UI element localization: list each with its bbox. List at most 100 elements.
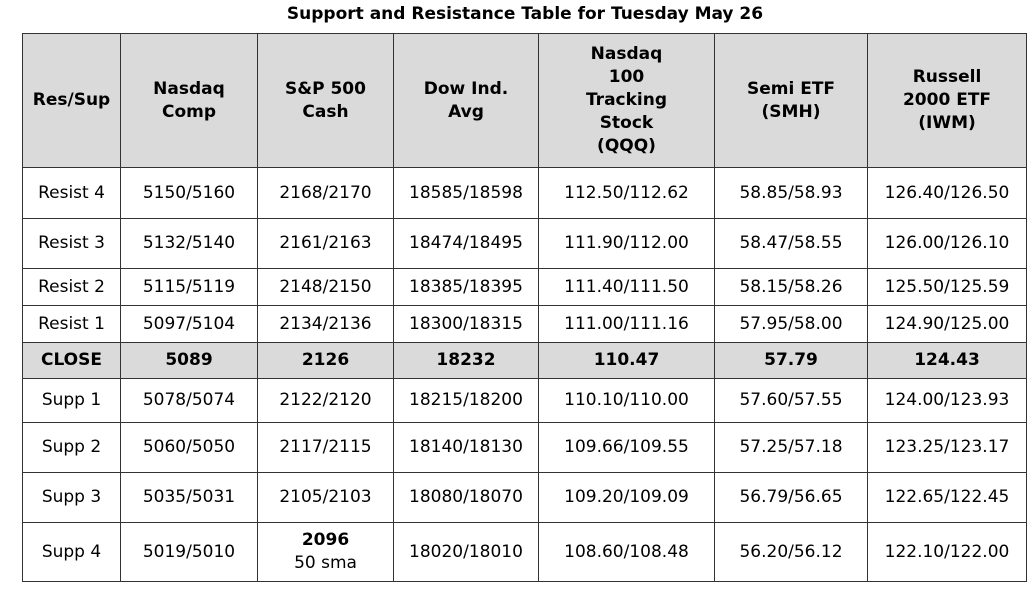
table-title: Support and Resistance Table for Tuesday…	[286, 4, 764, 24]
value-cell-sp500-cash: 2122/2120	[257, 378, 394, 423]
column-header-line: Avg	[448, 101, 484, 122]
value-cell-sp500-cash: 2096 50 sma	[257, 522, 394, 582]
support-resistance-table: Res/Sup Nasdaq Comp S&P 500 Cash Dow Ind. Avg N…	[22, 33, 1027, 582]
value-cell-smh: 57.25/57.18	[714, 422, 868, 473]
header-row: Res/Sup Nasdaq Comp S&P 500 Cash Dow Ind. Avg N…	[22, 33, 1027, 168]
column-header-line: Comp	[161, 101, 217, 122]
value-cell-smh: 58.47/58.55	[714, 218, 868, 269]
row-label: Supp 4	[22, 522, 121, 582]
row-label: Supp 3	[22, 472, 121, 523]
value-cell-dow-ind-avg: 18020/18010	[393, 522, 539, 582]
value-cell-qqq: 111.00/111.16	[538, 305, 715, 343]
value-cell-sp500-cash: 2117/2115	[257, 422, 394, 473]
value-cell-nasdaq-comp: 5115/5119	[120, 268, 258, 306]
value-cell-iwm: 122.10/122.00	[867, 522, 1027, 582]
value-line: 2096	[301, 530, 350, 550]
column-header-line: 2000 ETF	[902, 90, 992, 110]
value-cell-qqq: 112.50/112.62	[538, 167, 715, 219]
column-header-line: Semi ETF	[746, 78, 836, 99]
value-cell-smh: 56.20/56.12	[714, 522, 868, 582]
row-label: Resist 2	[22, 268, 121, 306]
value-cell-qqq: 110.47	[538, 342, 715, 379]
column-header-nasdaq-comp: Nasdaq Comp	[120, 33, 258, 168]
value-cell-nasdaq-comp: 5060/5050	[120, 422, 258, 473]
value-cell-iwm: 125.50/125.59	[867, 268, 1027, 306]
table-row: Resist 4 5150/5160 2168/2170 18585/18598 112…	[22, 167, 1027, 219]
value-cell-sp500-cash: 2161/2163	[257, 218, 394, 269]
value-cell-nasdaq-comp: 5097/5104	[120, 305, 258, 343]
value-cell-qqq: 110.10/110.00	[538, 378, 715, 423]
value-cell-iwm: 124.43	[867, 342, 1027, 379]
value-cell-dow-ind-avg: 18474/18495	[393, 218, 539, 269]
value-cell-dow-ind-avg: 18140/18130	[393, 422, 539, 473]
column-header-iwm: Russell 2000 ETF (IWM)	[867, 33, 1027, 168]
column-header-line: Nasdaq	[153, 78, 225, 99]
column-header-line: S&P 500	[285, 78, 366, 99]
value-cell-sp500-cash: 2126	[257, 342, 394, 379]
value-cell-iwm: 124.90/125.00	[867, 305, 1027, 343]
value-cell-sp500-cash: 2105/2103	[257, 472, 394, 523]
value-cell-dow-ind-avg: 18585/18598	[393, 167, 539, 219]
value-cell-qqq: 109.20/109.09	[538, 472, 715, 523]
value-cell-dow-ind-avg: 18385/18395	[393, 268, 539, 306]
column-header-sp500-cash: S&P 500 Cash	[257, 33, 394, 168]
value-cell-iwm: 123.25/123.17	[867, 422, 1027, 473]
value-cell-smh: 58.85/58.93	[714, 167, 868, 219]
value-cell-nasdaq-comp: 5150/5160	[120, 167, 258, 219]
column-header-line: Nasdaq	[590, 44, 663, 64]
value-cell-iwm: 124.00/123.93	[867, 378, 1027, 423]
value-cell-dow-ind-avg: 18080/18070	[393, 472, 539, 523]
table-row: Supp 3 5035/5031 2105/2103 18080/18070 109.2…	[22, 472, 1027, 523]
column-header-line: Res/Sup	[32, 90, 111, 110]
value-cell-nasdaq-comp: 5078/5074	[120, 378, 258, 423]
value-cell-qqq: 111.40/111.50	[538, 268, 715, 306]
column-header-line: (SMH)	[761, 101, 821, 122]
row-label: CLOSE	[22, 342, 121, 379]
row-label: Resist 1	[22, 305, 121, 343]
row-label: Supp 1	[22, 378, 121, 423]
value-cell-smh: 57.60/57.55	[714, 378, 868, 423]
value-cell-nasdaq-comp: 5019/5010	[120, 522, 258, 582]
column-header-line: Tracking	[585, 90, 668, 110]
table-row: Supp 4 5019/5010 2096 50 sma 18020/18010 108.…	[22, 522, 1027, 582]
column-header-line: (IWM)	[918, 113, 976, 133]
table-row: Resist 3 5132/5140 2161/2163 18474/18495 111…	[22, 218, 1027, 269]
value-cell-iwm: 126.00/126.10	[867, 218, 1027, 269]
column-header-qqq: Nasdaq 100 Tracking Stock (QQQ)	[538, 33, 715, 168]
value-cell-smh: 56.79/56.65	[714, 472, 868, 523]
value-cell-dow-ind-avg: 18232	[393, 342, 539, 379]
value-cell-nasdaq-comp: 5035/5031	[120, 472, 258, 523]
value-line: 50 sma	[294, 553, 357, 573]
value-cell-dow-ind-avg: 18215/18200	[393, 378, 539, 423]
column-header-line: Dow Ind.	[423, 78, 509, 99]
value-cell-sp500-cash: 2168/2170	[257, 167, 394, 219]
column-header-dow-ind-avg: Dow Ind. Avg	[393, 33, 539, 168]
close-row: CLOSE 5089 2126 18232 110.47 57.79 124.43	[22, 342, 1027, 379]
table-row: Supp 2 5060/5050 2117/2115 18140/18130 109.6…	[22, 422, 1027, 473]
table-row: Resist 1 5097/5104 2134/2136 18300/18315 111…	[22, 305, 1027, 343]
value-cell-qqq: 108.60/108.48	[538, 522, 715, 582]
row-label: Resist 3	[22, 218, 121, 269]
table-row: Resist 2 5115/5119 2148/2150 18385/18395 111…	[22, 268, 1027, 306]
value-cell-iwm: 126.40/126.50	[867, 167, 1027, 219]
column-header-line: Stock	[599, 113, 654, 133]
value-cell-nasdaq-comp: 5089	[120, 342, 258, 379]
column-header-smh: Semi ETF (SMH)	[714, 33, 868, 168]
column-header-line: 100	[608, 67, 645, 87]
column-header-line: Cash	[302, 101, 349, 122]
value-cell-smh: 58.15/58.26	[714, 268, 868, 306]
value-cell-sp500-cash: 2134/2136	[257, 305, 394, 343]
column-header-line: Russell	[912, 67, 982, 87]
value-cell-smh: 57.95/58.00	[714, 305, 868, 343]
value-cell-qqq: 111.90/112.00	[538, 218, 715, 269]
value-cell-nasdaq-comp: 5132/5140	[120, 218, 258, 269]
column-header-res-sup: Res/Sup	[22, 33, 121, 168]
value-cell-sp500-cash: 2148/2150	[257, 268, 394, 306]
row-label: Supp 2	[22, 422, 121, 473]
value-cell-dow-ind-avg: 18300/18315	[393, 305, 539, 343]
row-label: Resist 4	[22, 167, 121, 219]
value-cell-smh: 57.79	[714, 342, 868, 379]
value-cell-iwm: 122.65/122.45	[867, 472, 1027, 523]
value-cell-qqq: 109.66/109.55	[538, 422, 715, 473]
column-header-line: (QQQ)	[597, 136, 656, 156]
